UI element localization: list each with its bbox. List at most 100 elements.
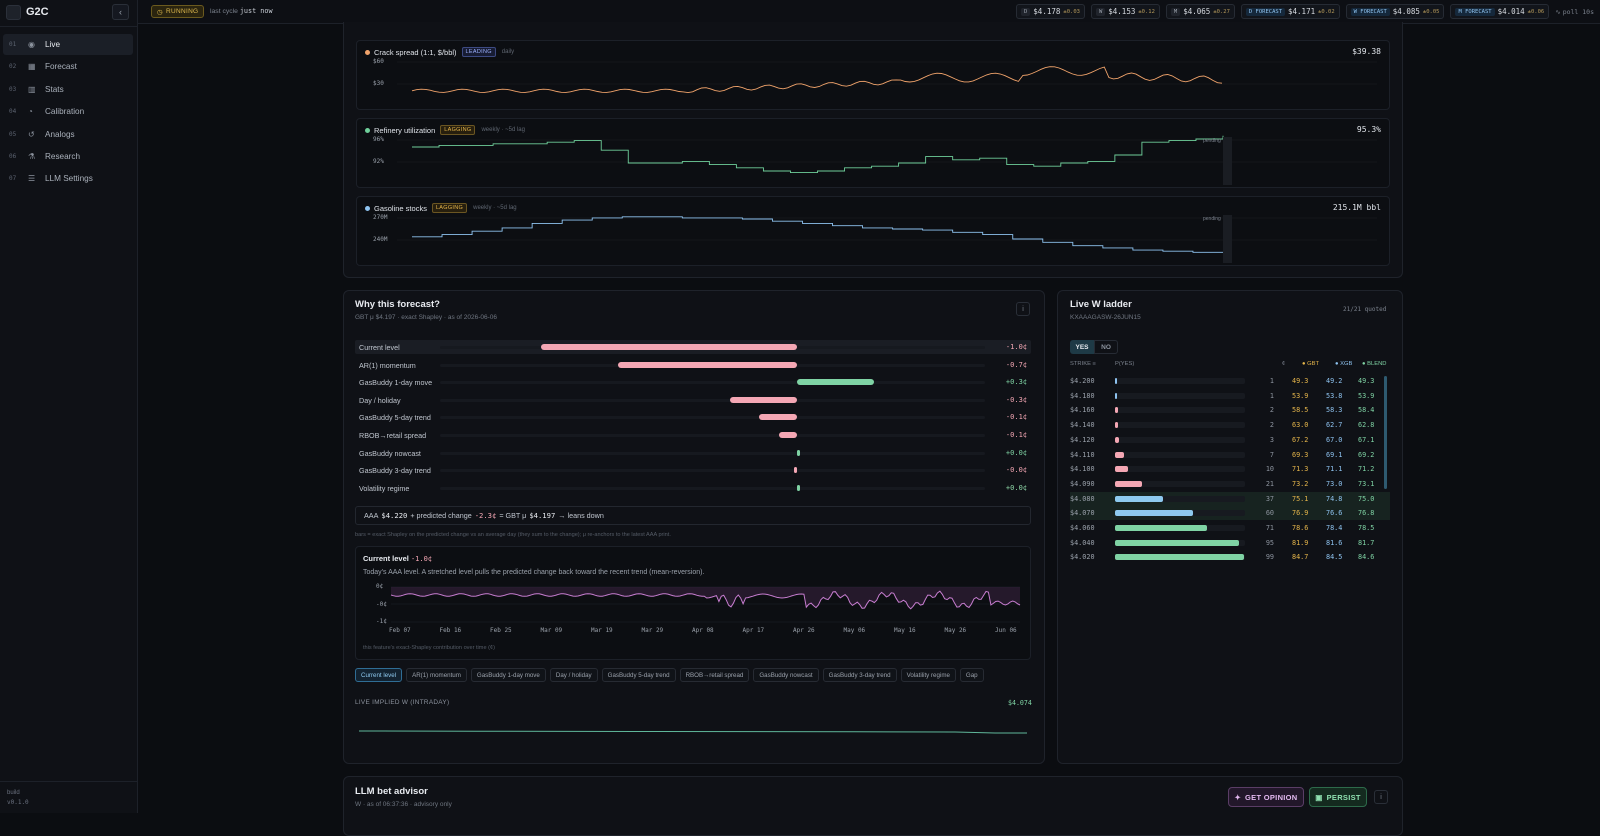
ladder-row[interactable]: $4.120 3 67.2 67.0 67.1 [1070,433,1390,447]
ladder-row[interactable]: $4.180 1 53.9 53.8 53.9 [1070,389,1390,403]
get-opinion-button[interactable]: ✦ GET OPINION [1228,787,1304,807]
ladder-row[interactable]: $4.080 37 75.1 74.8 75.0 [1070,491,1390,506]
implied-label: LIVE IMPLIED W (INTRADAY) [355,699,450,706]
cents-value: 71 [1265,524,1274,532]
price-chip-d[interactable]: D $4.178 ±0.03 [1015,4,1085,19]
nav-label: Stats [45,84,64,94]
get-opinion-label: GET OPINION [1245,792,1298,802]
sidebar-item-forecast[interactable]: 02 ▦ Forecast [3,56,133,77]
sidebar-item-calibration[interactable]: 04 ◔ Calibration [3,101,133,122]
x-tick: Feb 07 [389,627,411,634]
nav-number: 06 [9,152,17,160]
x-tick: May 16 [894,627,916,634]
brand: G2C [6,0,138,24]
shap-row-day-holiday[interactable]: Day / holiday -0.3¢ [355,393,1031,407]
sidebar-nav: 01 ◉ Live 02 ▦ Forecast 03 ▥ Stats 04 ◔ Calibration… [3,34,133,191]
ladder-scrollbar[interactable] [1384,376,1387,489]
ladder-row[interactable]: $4.060 71 78.6 78.4 78.5 [1070,521,1390,535]
ladder-row[interactable]: $4.200 1 49.3 49.2 49.3 [1070,374,1390,388]
tab-rbob-retail-spread[interactable]: RBOB→retail spread [679,668,750,682]
sidebar-item-live[interactable]: 01 ◉ Live [3,34,133,55]
advisor-info-icon[interactable]: i [1374,790,1388,804]
info-icon[interactable]: i [1016,302,1030,316]
ladder-row[interactable]: $4.070 60 76.9 76.6 76.8 [1070,506,1390,521]
shap-row-ar-1-momentum[interactable]: AR(1) momentum -0.7¢ [355,358,1031,372]
ladder-row[interactable]: $4.020 99 84.7 84.5 84.6 [1070,550,1390,564]
persist-button[interactable]: ▣ PERSIST [1309,787,1367,807]
ladder-row[interactable]: $4.160 2 58.5 58.3 58.4 [1070,403,1390,417]
persist-label: PERSIST [1326,792,1361,802]
ladder-row[interactable]: $4.090 21 73.2 73.0 73.1 [1070,477,1390,491]
tab-ar-1-momentum[interactable]: AR(1) momentum [406,668,467,682]
tab-current-level[interactable]: Current level [355,668,403,682]
why-forecast-card [343,290,1045,764]
shap-row-current-level[interactable]: Current level -1.0¢ [355,340,1031,354]
chevron-left-icon[interactable]: ‹ [112,4,129,20]
cents-value: 10 [1265,465,1274,474]
feature-label: Day / holiday [359,395,401,405]
status-badge: ◷ RUNNING [151,5,205,18]
app-logo [6,4,21,20]
tab-gap[interactable]: Gap [959,668,984,682]
tab-gasbuddy-5-day-trend[interactable]: GasBuddy 5-day trend [601,668,676,682]
indicator-tag: LAGGING [431,203,468,213]
tab-gasbuddy-nowcast[interactable]: GasBuddy nowcast [753,668,819,682]
shap-row-gasbuddy-nowcast[interactable]: GasBuddy nowcast +0.0¢ [355,446,1031,460]
tab-day-holiday[interactable]: Day / holiday [549,668,598,682]
price-chip-w[interactable]: W $4.153 ±0.12 [1090,4,1160,19]
build-version: v0.1.0 [7,799,29,806]
gbt-value: 73.2 [1292,479,1309,488]
x-tick: Apr 17 [742,627,765,634]
price-chip-d-forecast[interactable]: D FORECAST $4.171 ±0.02 [1240,4,1340,19]
shap-row-volatility-regime[interactable]: Volatility regime +0.0¢ [355,481,1031,495]
feature-value: -0.1¢ [1005,431,1027,439]
app-name: G2C [26,6,49,18]
feature-value: -0.0¢ [1005,466,1027,475]
indicator-title: Refinery utilization LAGGING weekly · ~5d … [365,125,525,135]
no-toggle[interactable]: NO [1094,340,1118,354]
price-chip-m[interactable]: M $4.065 ±0.27 [1165,4,1235,19]
feature-detail-value: -1.0¢ [410,555,433,563]
poll-text: poll 10s [1562,7,1594,16]
shap-row-gasbuddy-3-day-trend[interactable]: GasBuddy 3-day trend -0.0¢ [355,463,1031,477]
sidebar-item-analogs[interactable]: 05 ↺ Analogs [3,124,133,145]
shap-row-gasbuddy-5-day-trend[interactable]: GasBuddy 5-day trend -0.1¢ [355,410,1031,424]
shap-row-gasbuddy-1-day-move[interactable]: GasBuddy 1-day move +0.3¢ [355,375,1031,389]
strike-header[interactable]: STRIKE ≡ [1070,361,1096,367]
gbt-value: 69.3 [1292,450,1309,459]
indicator-tag: LEADING [461,47,496,57]
sliders-icon: ☰ [28,174,36,184]
chip-label: D [1020,7,1031,16]
build-info: build v0.1.0 [7,789,29,807]
yes-toggle[interactable]: YES [1070,340,1094,354]
tab-gasbuddy-1-day-move[interactable]: GasBuddy 1-day move [470,668,546,682]
tab-volatility-regime[interactable]: Volatility regime [900,668,956,682]
indicator-line [412,216,1223,253]
build-label: build [7,790,20,796]
blend-value: 69.2 [1358,450,1375,459]
nav-label: Calibration [45,107,85,117]
x-tick: May 06 [843,627,866,634]
p-yes-track [1115,466,1245,473]
indicator-tag: LAGGING [440,125,476,135]
p-yes-bar [1115,378,1117,384]
sidebar-item-stats[interactable]: 03 ▥ Stats [3,79,133,100]
shap-row-rbob-retail-spread[interactable]: RBOB→retail spread -0.1¢ [355,428,1031,442]
sidebar-item-research[interactable]: 06 ⚗ Research [3,146,133,167]
cents-value: 1 [1269,377,1274,385]
sidebar-item-llm-settings[interactable]: 07 ☰ LLM Settings [3,168,133,189]
blend-value: 75.0 [1358,494,1375,503]
ladder-row[interactable]: $4.140 2 63.0 62.7 62.8 [1070,418,1390,432]
ladder-row[interactable]: $4.110 7 69.3 69.1 69.2 [1070,448,1390,462]
strike-value: $4.070 [1070,509,1095,518]
sparkle-icon: ✦ [1234,792,1242,802]
advisor-subtitle: W · as of 06:37:36 · advisory only [355,801,452,808]
top-bar: ◷ RUNNING last cycle just now D $4.178 ±0.0… [138,0,1600,24]
price-chip-w-forecast[interactable]: W FORECAST $4.085 ±0.05 [1345,4,1445,19]
ladder-row[interactable]: $4.040 95 81.9 81.6 81.7 [1070,536,1390,550]
tab-gasbuddy-3-day-trend[interactable]: GasBuddy 3-day trend [822,668,897,682]
ladder-row[interactable]: $4.100 10 71.3 71.1 71.2 [1070,462,1390,476]
p-yes-track [1115,422,1245,429]
indicator-name: Crack spread (1:1, $/bbl) [374,47,457,57]
price-chip-m-forecast[interactable]: M FORECAST $4.014 ±0.06 [1450,4,1550,19]
